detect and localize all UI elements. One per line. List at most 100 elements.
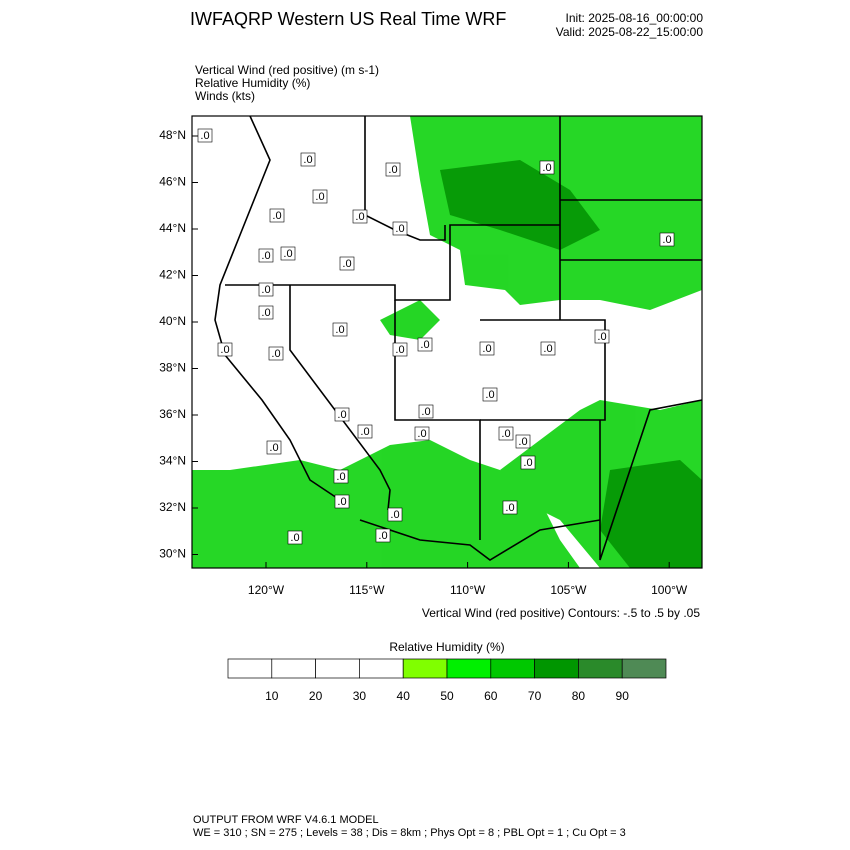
contour-label: .0 bbox=[388, 164, 397, 176]
contour-label: .0 bbox=[336, 471, 345, 483]
contour-label-box bbox=[498, 426, 514, 441]
contour-label: .0 bbox=[337, 496, 346, 508]
colorbar-tick-label: 90 bbox=[616, 689, 630, 703]
lat-label: 40°N bbox=[159, 314, 186, 328]
contour-label: .0 bbox=[220, 344, 229, 356]
lon-label: 105°W bbox=[550, 583, 587, 597]
init-time: Init: 2025-08-16_00:00:00 bbox=[566, 11, 704, 25]
contour-label: .0 bbox=[482, 343, 491, 355]
contour-label-box bbox=[417, 337, 433, 352]
colorbar-title: Relative Humidity (%) bbox=[389, 640, 504, 654]
contour-label: .0 bbox=[501, 428, 510, 440]
contour-label-box bbox=[300, 152, 316, 167]
contour-label-box bbox=[418, 404, 434, 419]
contour-label-box bbox=[502, 500, 518, 515]
contour-label-box bbox=[334, 494, 350, 509]
colorbar-box bbox=[227, 658, 273, 679]
contour-label-box bbox=[280, 246, 296, 261]
footer-line: OUTPUT FROM WRF V4.6.1 MODEL bbox=[193, 814, 379, 826]
colorbar-box bbox=[271, 658, 316, 679]
colorbar-box bbox=[578, 658, 623, 679]
contour-label: .0 bbox=[290, 532, 299, 544]
contour-label: .0 bbox=[342, 258, 351, 270]
contour-label: .0 bbox=[523, 457, 532, 469]
colorbar-tick-label: 70 bbox=[528, 689, 542, 703]
contour-label-box bbox=[659, 232, 675, 247]
contour-label-box bbox=[269, 208, 285, 223]
colorbar-tick-label: 60 bbox=[484, 689, 498, 703]
field-name: Vertical Wind (red positive) (m s-1) bbox=[195, 63, 379, 77]
colorbar-box bbox=[534, 658, 579, 679]
contour-label: .0 bbox=[355, 211, 364, 223]
valid-time: Valid: 2025-08-22_15:00:00 bbox=[556, 25, 704, 39]
lat-label: 46°N bbox=[159, 175, 186, 189]
contour-label-box bbox=[268, 346, 284, 361]
contour-label: .0 bbox=[360, 426, 369, 438]
lat-label: 36°N bbox=[159, 407, 186, 421]
contour-label: .0 bbox=[261, 307, 270, 319]
contour-label-box bbox=[287, 530, 303, 545]
colorbar-tick-label: 20 bbox=[309, 689, 323, 703]
colorbar-tick-label: 50 bbox=[440, 689, 454, 703]
contour-label: .0 bbox=[261, 284, 270, 296]
title: IWFAQRP Western US Real Time WRF bbox=[190, 9, 506, 29]
colorbar-box bbox=[402, 658, 448, 679]
contour-label-box bbox=[217, 342, 233, 357]
contour-label: .0 bbox=[542, 162, 551, 174]
colorbar-tick-label: 30 bbox=[353, 689, 367, 703]
colorbar-box bbox=[490, 658, 535, 679]
contour-label: .0 bbox=[518, 436, 527, 448]
contour-label: .0 bbox=[272, 210, 281, 222]
contour-label: .0 bbox=[395, 223, 404, 235]
contour-label-box bbox=[333, 469, 349, 484]
contour-label: .0 bbox=[378, 530, 387, 542]
contour-label: .0 bbox=[335, 324, 344, 336]
contour-note: Vertical Wind (red positive) Contours: -… bbox=[422, 606, 700, 620]
contour-label: .0 bbox=[420, 339, 429, 351]
contour-label: .0 bbox=[485, 389, 494, 401]
contour-label-box bbox=[594, 329, 610, 344]
lat-label: 44°N bbox=[159, 221, 186, 235]
contour-label-box bbox=[414, 426, 430, 441]
contour-label-box bbox=[258, 282, 274, 297]
contour-label-box bbox=[539, 160, 555, 175]
contour-label: .0 bbox=[417, 428, 426, 440]
map bbox=[191, 115, 703, 569]
colorbar-tick-label: 10 bbox=[265, 689, 279, 703]
colorbar-tick-label: 80 bbox=[572, 689, 586, 703]
contour-label-box bbox=[515, 434, 531, 449]
contour-label-box bbox=[266, 440, 282, 455]
contour-label: .0 bbox=[269, 442, 278, 454]
colorbar-box bbox=[621, 658, 667, 679]
contour-label-box bbox=[334, 407, 350, 422]
colorbar-tick-label: 40 bbox=[397, 689, 411, 703]
contour-label-box bbox=[482, 387, 498, 402]
contour-label-box bbox=[392, 342, 408, 357]
contour-label-box bbox=[392, 221, 408, 236]
contour-label: .0 bbox=[261, 250, 270, 262]
lat-label: 32°N bbox=[159, 500, 186, 514]
lat-label: 34°N bbox=[159, 454, 186, 468]
contour-label-box bbox=[258, 305, 274, 320]
contour-label: .0 bbox=[283, 248, 292, 260]
field-name: Relative Humidity (%) bbox=[195, 76, 310, 90]
contour-label-box bbox=[540, 341, 556, 356]
contour-label: .0 bbox=[597, 331, 606, 343]
lat-label: 38°N bbox=[159, 361, 186, 375]
lon-label: 120°W bbox=[248, 583, 285, 597]
contour-label: .0 bbox=[303, 154, 312, 166]
colorbar-box bbox=[359, 658, 404, 679]
lat-label: 42°N bbox=[159, 268, 186, 282]
contour-label: .0 bbox=[505, 502, 514, 514]
contour-label-box bbox=[375, 528, 391, 543]
contour-label-box bbox=[339, 256, 355, 271]
contour-label: .0 bbox=[395, 344, 404, 356]
contour-label: .0 bbox=[421, 406, 430, 418]
contour-label-box bbox=[479, 341, 495, 356]
contour-label: .0 bbox=[662, 234, 671, 246]
contour-label-box bbox=[387, 507, 403, 522]
contour-label-box bbox=[197, 128, 213, 143]
contour-label: .0 bbox=[315, 191, 324, 203]
lat-label: 48°N bbox=[159, 128, 186, 142]
